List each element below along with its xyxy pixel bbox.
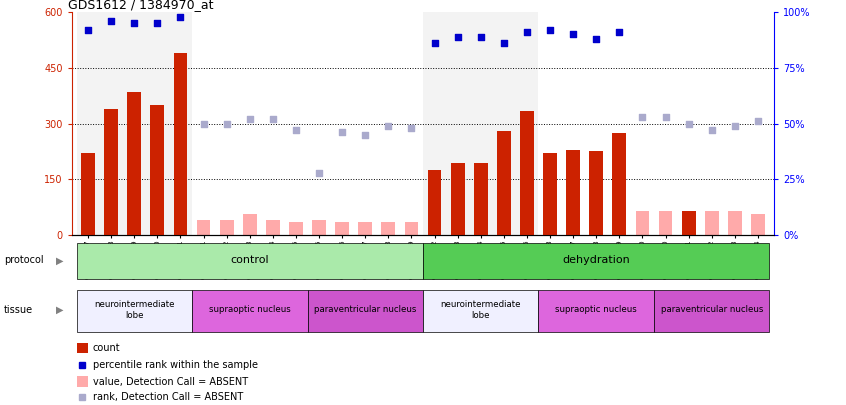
Bar xyxy=(151,105,164,235)
Text: value, Detection Call = ABSENT: value, Detection Call = ABSENT xyxy=(92,377,248,387)
Text: dehydration: dehydration xyxy=(563,256,630,265)
Text: supraoptic nucleus: supraoptic nucleus xyxy=(209,305,291,314)
Point xyxy=(104,18,118,24)
Bar xyxy=(76,290,192,332)
Bar xyxy=(312,220,326,235)
Bar xyxy=(173,53,188,235)
Bar xyxy=(515,12,539,235)
Point xyxy=(474,34,487,40)
Point xyxy=(497,40,511,47)
Bar xyxy=(423,12,446,235)
Point xyxy=(566,31,580,38)
Text: supraoptic nucleus: supraoptic nucleus xyxy=(555,305,637,314)
Point xyxy=(335,129,349,136)
Point xyxy=(404,125,418,131)
Text: ▶: ▶ xyxy=(56,256,63,265)
Bar xyxy=(423,290,539,332)
Bar xyxy=(100,12,123,235)
Bar xyxy=(81,153,95,235)
Point xyxy=(197,120,211,127)
Text: tissue: tissue xyxy=(4,305,33,315)
Bar xyxy=(192,290,307,332)
Bar xyxy=(76,12,100,235)
Text: neurointermediate
lobe: neurointermediate lobe xyxy=(94,300,174,320)
Bar xyxy=(76,243,423,279)
Point xyxy=(705,127,718,134)
Point xyxy=(359,131,372,138)
Bar xyxy=(658,211,673,235)
Bar xyxy=(451,162,464,235)
Point xyxy=(382,123,395,129)
Bar xyxy=(635,211,650,235)
Point xyxy=(81,27,95,33)
Bar xyxy=(359,222,372,235)
Bar xyxy=(77,377,88,387)
Bar xyxy=(492,12,515,235)
Bar xyxy=(446,12,470,235)
Point xyxy=(590,36,603,42)
Bar xyxy=(497,131,511,235)
Text: percentile rank within the sample: percentile rank within the sample xyxy=(92,360,257,370)
Text: GDS1612 / 1384970_at: GDS1612 / 1384970_at xyxy=(69,0,214,11)
Text: count: count xyxy=(92,343,120,353)
Point xyxy=(173,13,187,20)
Point xyxy=(543,27,557,33)
Bar xyxy=(128,92,141,235)
Bar xyxy=(682,211,695,235)
Bar xyxy=(169,12,192,235)
Bar xyxy=(307,290,423,332)
Bar xyxy=(123,12,146,235)
Point xyxy=(659,114,673,120)
Bar xyxy=(196,220,211,235)
Bar xyxy=(335,222,349,235)
Text: paraventricular nucleus: paraventricular nucleus xyxy=(661,305,763,314)
Bar xyxy=(220,220,233,235)
Bar xyxy=(146,12,169,235)
Bar xyxy=(705,211,718,235)
Bar xyxy=(613,133,626,235)
Text: protocol: protocol xyxy=(4,256,44,265)
Bar xyxy=(543,153,557,235)
Bar xyxy=(520,111,534,235)
Point xyxy=(128,20,141,27)
Point xyxy=(751,118,765,125)
Text: ▶: ▶ xyxy=(56,305,63,315)
Bar xyxy=(104,109,118,235)
Bar xyxy=(266,220,280,235)
Bar xyxy=(728,211,742,235)
Bar xyxy=(590,151,603,235)
Bar xyxy=(404,222,419,235)
Bar xyxy=(654,290,770,332)
Point xyxy=(312,169,326,176)
Bar xyxy=(566,149,580,235)
Bar xyxy=(539,290,654,332)
Point xyxy=(728,123,742,129)
Bar xyxy=(751,215,765,235)
Point xyxy=(428,40,442,47)
Bar xyxy=(470,12,492,235)
Bar xyxy=(427,170,442,235)
Point xyxy=(289,127,303,134)
Point xyxy=(520,29,534,36)
Bar xyxy=(243,215,256,235)
Text: neurointermediate
lobe: neurointermediate lobe xyxy=(441,300,521,320)
Text: rank, Detection Call = ABSENT: rank, Detection Call = ABSENT xyxy=(92,392,243,402)
Bar xyxy=(289,222,303,235)
Point xyxy=(451,34,464,40)
Text: control: control xyxy=(230,256,269,265)
Bar xyxy=(77,343,88,353)
Point xyxy=(243,116,256,122)
Point xyxy=(151,20,164,27)
Bar xyxy=(423,243,770,279)
Bar xyxy=(382,222,395,235)
Point xyxy=(266,116,280,122)
Text: paraventricular nucleus: paraventricular nucleus xyxy=(314,305,416,314)
Point xyxy=(220,120,233,127)
Point xyxy=(613,29,626,36)
Point xyxy=(635,114,649,120)
Bar xyxy=(474,162,487,235)
Point xyxy=(682,120,695,127)
